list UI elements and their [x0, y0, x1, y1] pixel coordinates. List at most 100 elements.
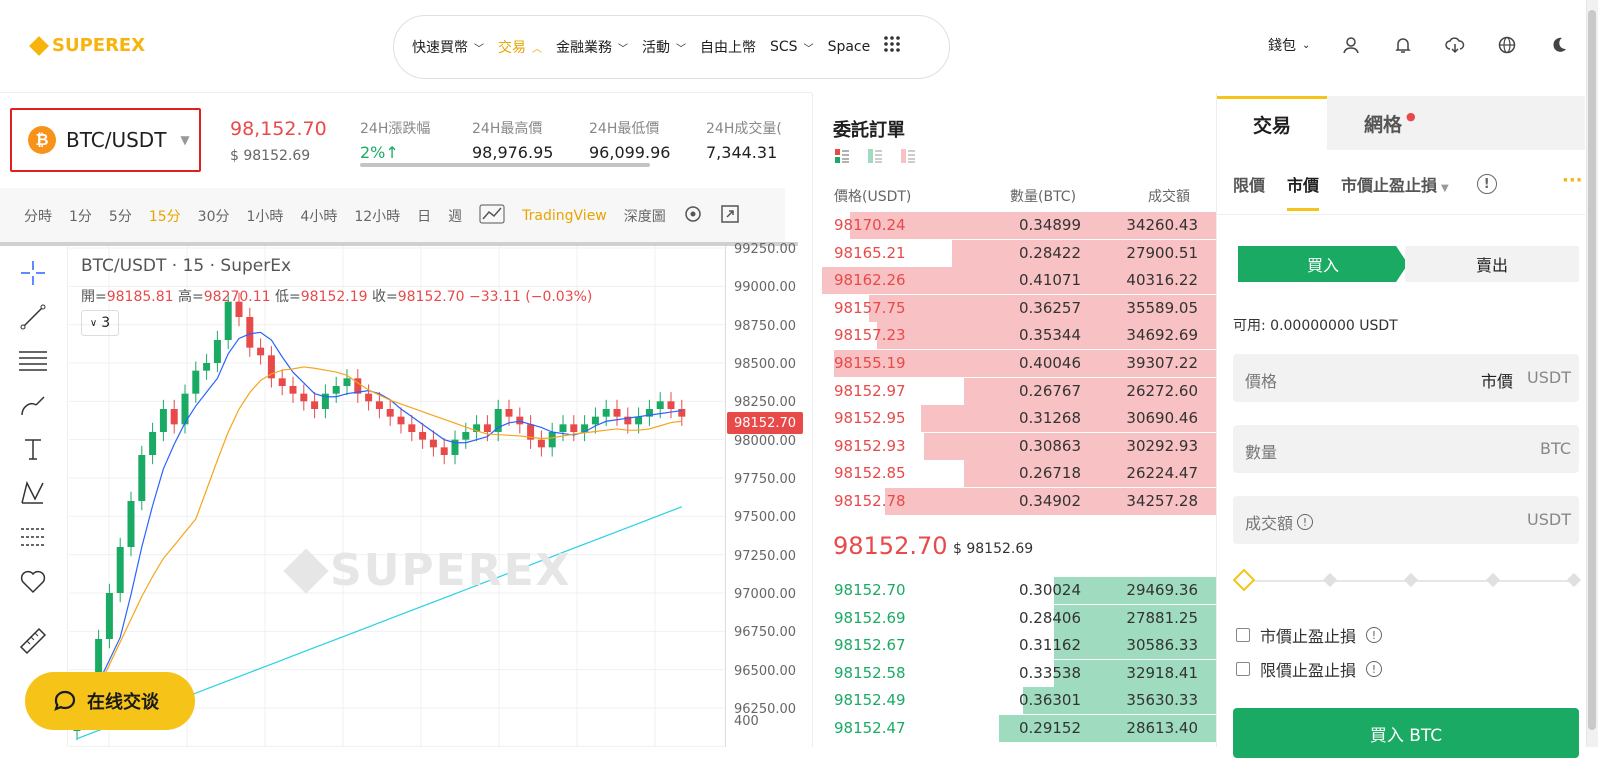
- buy-side-tab[interactable]: 買入: [1238, 246, 1408, 282]
- tab-grid[interactable]: 網格 ●: [1327, 96, 1585, 150]
- ask-price: 98152.93: [834, 436, 906, 455]
- trend-line-icon[interactable]: [16, 300, 50, 334]
- ruler-icon[interactable]: [16, 624, 50, 658]
- chart-canvas[interactable]: [69, 246, 725, 747]
- chart-settings-icon[interactable]: [683, 204, 703, 228]
- interval-tab[interactable]: 週: [448, 209, 463, 225]
- order-type-market[interactable]: 市價: [1287, 172, 1320, 211]
- ask-row[interactable]: 98152.78 0.34902 34257.28: [822, 488, 1216, 515]
- brush-icon[interactable]: [16, 388, 50, 422]
- ask-qty: 0.36257: [1018, 298, 1081, 317]
- globe-icon[interactable]: [1496, 34, 1518, 56]
- checkbox[interactable]: [1236, 628, 1250, 642]
- chevron-down-icon: ﹀: [618, 43, 628, 55]
- checkbox[interactable]: [1236, 662, 1250, 676]
- ask-row[interactable]: 98152.85 0.26718 26224.47: [822, 460, 1216, 488]
- bids-view-icon[interactable]: [867, 148, 883, 164]
- moon-icon[interactable]: [1548, 34, 1570, 56]
- candle-body: [354, 378, 362, 394]
- info-icon[interactable]: !: [1476, 174, 1497, 194]
- ask-row[interactable]: 98157.23 0.35344 34692.69: [822, 322, 1216, 350]
- wallet-menu[interactable]: 錢包 ⌄: [1268, 35, 1310, 55]
- order-type-tpsl-label: 市價止盈止損: [1341, 176, 1438, 195]
- nav-item-3[interactable]: 活動 ﹀: [642, 37, 686, 57]
- ask-depth-bar: [885, 488, 1216, 515]
- tab-trade[interactable]: 交易: [1217, 96, 1327, 150]
- buy-side-label: 買入: [1306, 256, 1339, 275]
- ask-row[interactable]: 98162.26 0.41071 40316.22: [822, 267, 1216, 295]
- interval-tab[interactable]: 1分: [69, 209, 92, 225]
- ask-row[interactable]: 98170.24 0.34899 34260.43: [822, 212, 1216, 239]
- interval-tab[interactable]: 5分: [108, 209, 132, 225]
- info-icon[interactable]: !: [1366, 627, 1383, 643]
- text-tool-icon[interactable]: [16, 432, 50, 466]
- nav-item-1[interactable]: 交易 ︿: [498, 37, 542, 57]
- ask-row[interactable]: 98165.21 0.28422 27900.51: [822, 239, 1216, 267]
- interval-tab[interactable]: 12小時: [354, 209, 401, 225]
- interval-tab[interactable]: 15分: [148, 209, 181, 225]
- ask-row[interactable]: 98157.75 0.36257 35589.05: [822, 294, 1216, 322]
- both-sides-view-icon[interactable]: [834, 148, 850, 164]
- heart-icon[interactable]: [16, 564, 50, 598]
- pattern-icon[interactable]: [16, 476, 50, 510]
- bid-row[interactable]: 98152.58 0.33538 32918.41: [822, 659, 1216, 687]
- bid-row[interactable]: 98152.69 0.28406 27881.25: [822, 604, 1216, 632]
- bid-row[interactable]: 98152.67 0.31162 30586.33: [822, 632, 1216, 660]
- user-icon[interactable]: [1340, 34, 1362, 56]
- open-label: 開=: [81, 289, 107, 305]
- info-icon[interactable]: !: [1297, 514, 1314, 530]
- ask-row[interactable]: 98152.97 0.26767 26272.60: [822, 377, 1216, 405]
- interval-tab[interactable]: 30分: [197, 209, 230, 225]
- fullscreen-icon[interactable]: [720, 204, 740, 228]
- asks-view-icon[interactable]: [900, 148, 916, 164]
- ask-price: 98155.19: [834, 354, 906, 372]
- info-icon[interactable]: !: [1366, 661, 1383, 677]
- order-type-limit[interactable]: 限價: [1233, 176, 1266, 195]
- fib-lines-icon[interactable]: [16, 344, 50, 378]
- interval-tab[interactable]: 4小時: [300, 209, 338, 225]
- bid-row[interactable]: 98152.47 0.29152 28613.40: [822, 715, 1216, 742]
- interval-tab[interactable]: 日: [417, 209, 432, 225]
- indicators-icon[interactable]: [479, 204, 505, 228]
- ask-row[interactable]: 98152.93 0.30863 30292.93: [822, 432, 1216, 460]
- total-field[interactable]: 成交額! USDT: [1233, 496, 1579, 544]
- price-field[interactable]: 價格 市價 USDT: [1233, 354, 1579, 402]
- interval-tab[interactable]: 1小時: [246, 209, 284, 225]
- nav-item-6[interactable]: Space: [828, 39, 871, 55]
- ask-row[interactable]: 98155.19 0.40046 39307.22: [822, 350, 1216, 377]
- depth-chart-tab[interactable]: 深度圖: [623, 209, 666, 225]
- ohlc-legend: 開=98185.81 高=98270.11 低=98152.19 收=98152…: [81, 286, 592, 306]
- tradingview-tab[interactable]: TradingView: [522, 208, 607, 224]
- pair-selector[interactable]: ₿ BTC/USDT ▼: [10, 108, 201, 172]
- nav-item-4[interactable]: 自由上幣: [700, 37, 756, 57]
- amount-slider[interactable]: [1243, 572, 1582, 588]
- candlestick-chart[interactable]: [69, 246, 798, 747]
- stats-scrollbar[interactable]: [360, 163, 650, 167]
- superex-logo[interactable]: SUPEREX: [29, 35, 145, 56]
- bid-row[interactable]: 98152.49 0.36301 35630.33: [822, 687, 1216, 715]
- apps-grid-icon[interactable]: [884, 36, 902, 58]
- buy-btc-button[interactable]: 買入 BTC: [1233, 708, 1579, 758]
- candle-body: [267, 355, 275, 379]
- limit-tpsl-checkbox[interactable]: 限價止盈止損!: [1236, 657, 1383, 681]
- live-chat-button[interactable]: 在线交谈: [25, 672, 195, 730]
- ask-row[interactable]: 98152.95 0.31268 30690.46: [822, 405, 1216, 433]
- market-tpsl-checkbox[interactable]: 市價止盈止損!: [1236, 623, 1383, 647]
- ask-price: 98152.78: [834, 492, 906, 510]
- price-axis[interactable]: 99250.00 99000.00 98750.00 98500.00 98250.00…: [725, 242, 798, 747]
- download-icon[interactable]: [1444, 34, 1466, 56]
- scrollbar-thumb[interactable]: [1588, 10, 1596, 730]
- bell-icon[interactable]: [1392, 34, 1414, 56]
- sell-side-tab[interactable]: 賣出: [1405, 246, 1579, 282]
- bid-row[interactable]: 98152.70 0.30024 29469.36: [822, 577, 1216, 604]
- quantity-field[interactable]: 數量 BTC: [1233, 425, 1579, 473]
- indicator-collapse-button[interactable]: ∨ 3: [81, 310, 119, 336]
- nav-item-2[interactable]: 金融業務 ﹀: [556, 37, 628, 57]
- order-type-tpsl[interactable]: 市價止盈止損 ▼: [1341, 172, 1449, 196]
- nav-item-5[interactable]: SCS ﹀: [770, 39, 814, 55]
- nav-item-0[interactable]: 快速買幣 ﹀: [412, 37, 484, 57]
- crosshair-icon[interactable]: [16, 256, 50, 290]
- forecast-icon[interactable]: [16, 520, 50, 554]
- interval-tab[interactable]: 分時: [24, 209, 52, 225]
- more-options-icon[interactable]: ···: [1562, 170, 1583, 191]
